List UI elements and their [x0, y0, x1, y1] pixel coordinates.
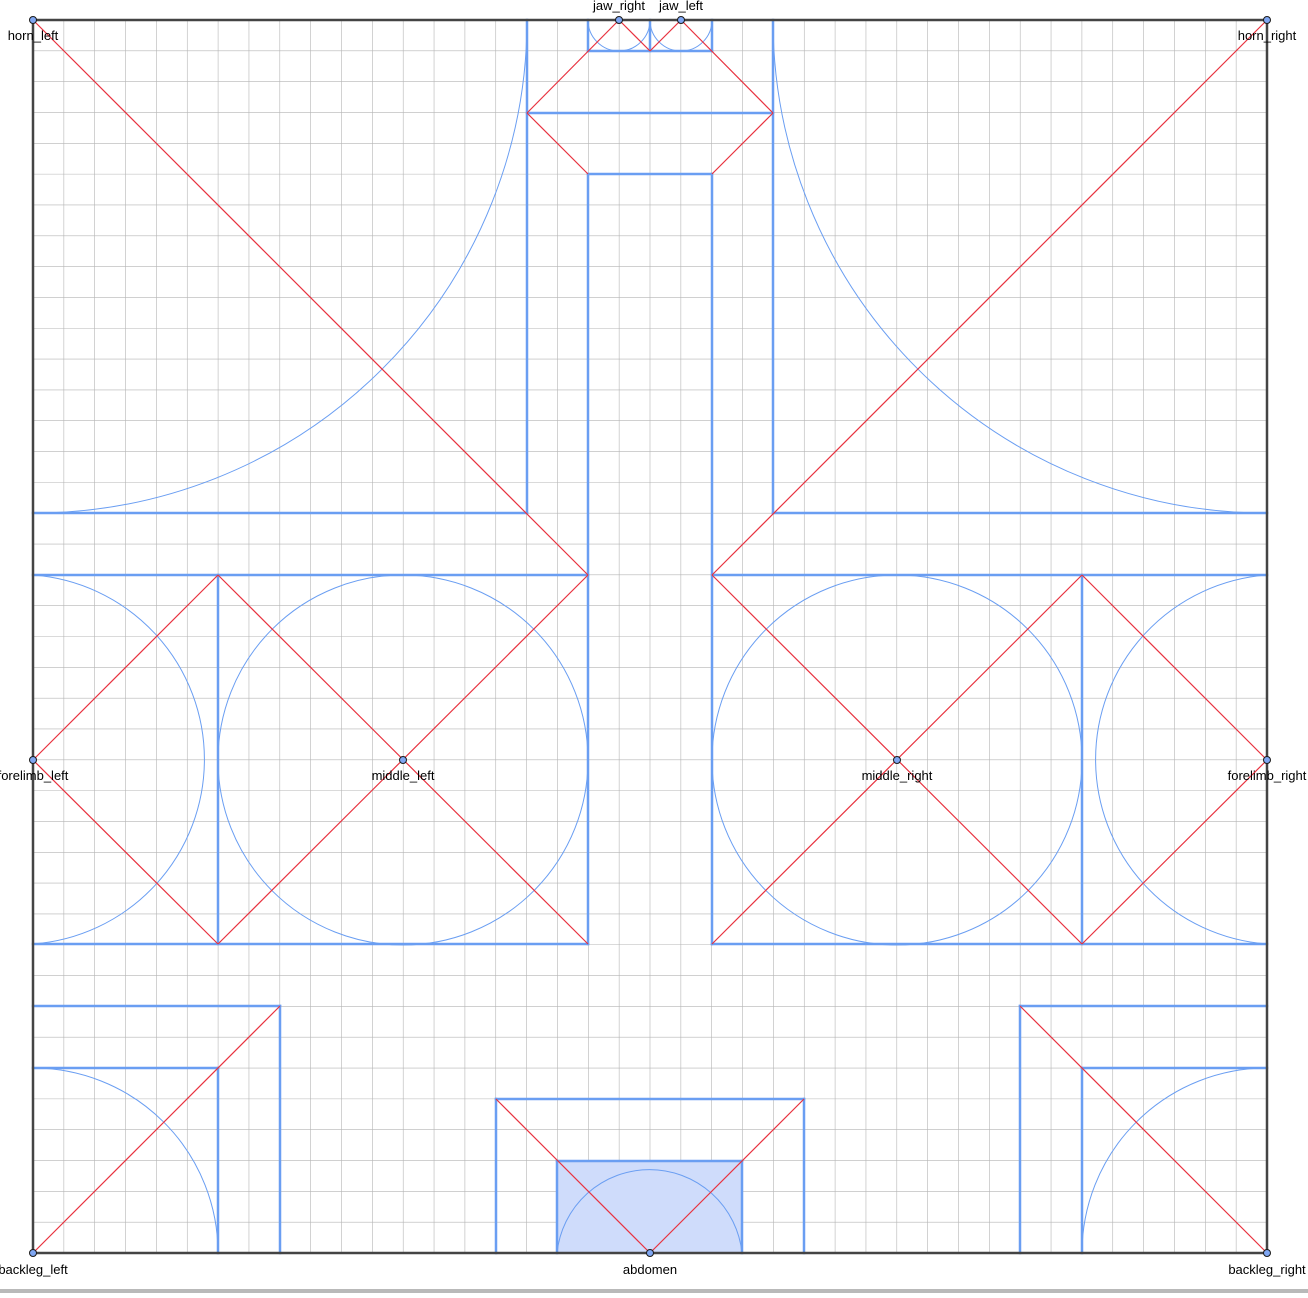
label-abdomen: abdomen: [623, 1262, 677, 1277]
backleg-left-vertex[interactable]: [30, 1250, 37, 1257]
forelimb-left-vertex[interactable]: [30, 757, 37, 764]
abdomen-flap-fill: [557, 1161, 742, 1253]
label-horn-left: horn_left: [8, 28, 59, 43]
bottom-scrollbar-edge: [0, 1289, 1308, 1293]
jaw-left-vertex[interactable]: [678, 17, 685, 24]
middle-right-vertex[interactable]: [894, 757, 901, 764]
horn-left-vertex[interactable]: [30, 17, 37, 24]
label-forelimb-left: forelimb_left: [0, 768, 69, 783]
label-jaw-right: jaw_right: [592, 0, 645, 13]
label-jaw-left: jaw_left: [658, 0, 703, 13]
label-horn-right: horn_right: [1238, 28, 1297, 43]
horn-right-vertex[interactable]: [1264, 17, 1271, 24]
forelimb-right-vertex[interactable]: [1264, 757, 1271, 764]
label-middle-left: middle_left: [372, 768, 435, 783]
label-forelimb-right: forelimb_right: [1228, 768, 1307, 783]
label-backleg-right: backleg_right: [1228, 1262, 1306, 1277]
abdomen-vertex[interactable]: [647, 1250, 654, 1257]
middle-left-vertex[interactable]: [400, 757, 407, 764]
label-middle-right: middle_right: [862, 768, 933, 783]
label-backleg-left: backleg_left: [0, 1262, 68, 1277]
jaw-right-vertex[interactable]: [616, 17, 623, 24]
backleg-right-vertex[interactable]: [1264, 1250, 1271, 1257]
